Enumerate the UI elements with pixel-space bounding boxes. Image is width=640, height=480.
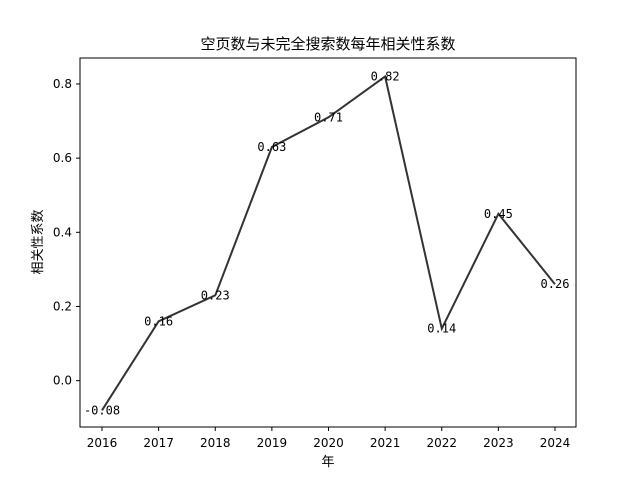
x-tick-label: 2024 xyxy=(540,436,571,450)
series-line xyxy=(101,74,556,411)
y-tick-label: 0.4 xyxy=(53,225,72,239)
x-tick-label: 2021 xyxy=(370,436,401,450)
x-tick-label: 2016 xyxy=(87,436,118,450)
series-layer xyxy=(101,74,556,411)
y-tick-label: 0.8 xyxy=(53,77,72,91)
y-axis-label: 相关性系数 xyxy=(31,209,46,274)
data-label: -0.08 xyxy=(84,403,120,417)
x-axis: 2016 2017 2018 2019 2020 2021 2022 2023 2024 xyxy=(87,427,571,450)
data-label: 0.71 xyxy=(314,110,343,124)
data-label: 0.45 xyxy=(484,207,513,221)
x-tick-label: 2020 xyxy=(313,436,344,450)
y-tick-label: 0.2 xyxy=(53,299,72,313)
data-label-layer: -0.08 0.16 0.23 0.63 0.71 0.82 0.14 0.45 0.26 xyxy=(84,70,570,418)
data-label: 0.82 xyxy=(371,70,400,84)
data-label: 0.16 xyxy=(144,314,173,328)
y-tick-label: 0.6 xyxy=(53,151,72,165)
chart-title: 空页数与未完全搜索数每年相关性系数 xyxy=(200,35,455,53)
data-label: 0.23 xyxy=(201,288,230,302)
x-tick-label: 2022 xyxy=(426,436,457,450)
data-label: 0.63 xyxy=(257,140,286,154)
x-axis-label: 年 xyxy=(321,455,334,470)
data-label: 0.26 xyxy=(541,277,570,291)
data-label: 0.14 xyxy=(427,322,456,336)
x-tick-label: 2017 xyxy=(143,436,174,450)
x-tick-label: 2023 xyxy=(483,436,514,450)
x-tick-label: 2018 xyxy=(200,436,231,450)
y-tick-label: 0.0 xyxy=(53,374,72,388)
y-axis: 0.0 0.2 0.4 0.6 0.8 xyxy=(53,77,80,388)
x-tick-label: 2019 xyxy=(257,436,288,450)
